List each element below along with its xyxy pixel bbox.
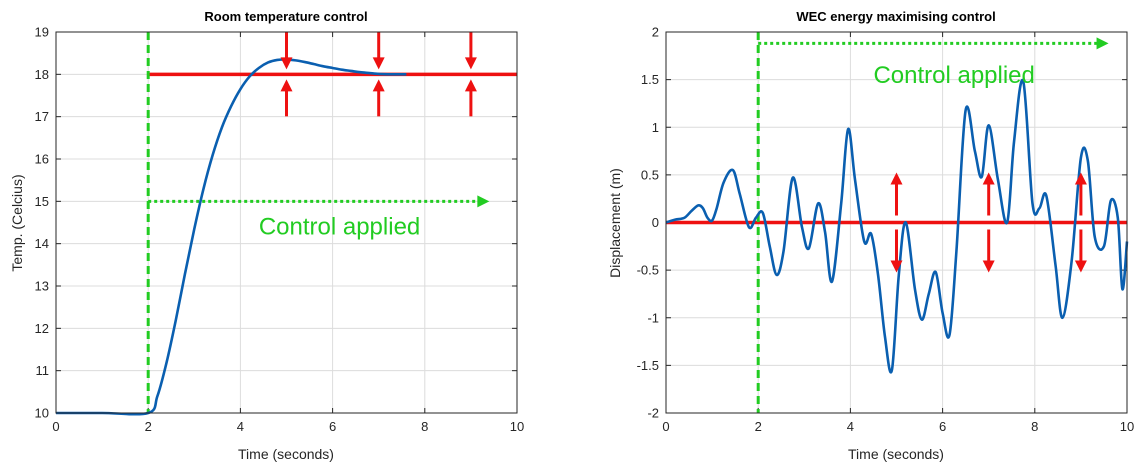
control-applied-arrow-head	[477, 195, 490, 208]
x-tick-label: 0	[52, 419, 59, 434]
red-arrow-head	[1074, 172, 1087, 185]
plot-frame	[665, 31, 1128, 414]
x-tick-label: 8	[1031, 419, 1038, 434]
red-arrow-head	[372, 79, 385, 92]
y-tick-label: 13	[35, 279, 49, 294]
red-arrow-head	[372, 57, 385, 70]
y-axis-label: Displacement (m)	[607, 168, 623, 278]
x-tick-label: 4	[847, 419, 854, 434]
red-arrow-head	[890, 260, 903, 273]
red-arrow-head	[982, 172, 995, 185]
red-arrow-head	[1074, 260, 1087, 273]
y-tick-label: 10	[35, 406, 49, 421]
series-line	[55, 58, 407, 416]
x-tick-label: 2	[145, 419, 152, 434]
y-tick-label: 2	[652, 25, 659, 40]
y-tick-label: 11	[36, 363, 50, 378]
x-axis-label: Time (seconds)	[238, 446, 334, 462]
red-arrow-head	[280, 57, 293, 70]
plot-frame	[55, 31, 518, 414]
x-tick-label: 6	[329, 419, 336, 434]
x-axis-label: Time (seconds)	[848, 446, 944, 462]
control-applied-label: Control applied	[259, 214, 420, 241]
x-tick-label: 2	[755, 419, 762, 434]
y-tick-label: 12	[35, 321, 49, 336]
y-tick-label: 19	[35, 25, 49, 40]
y-tick-label: -2	[647, 406, 659, 421]
y-tick-label: 15	[35, 194, 49, 209]
red-arrow-head	[280, 79, 293, 92]
x-tick-label: 6	[939, 419, 946, 434]
y-tick-label: 16	[35, 152, 49, 167]
red-arrow-head	[982, 260, 995, 273]
chart-title: Room temperature control	[204, 9, 367, 24]
y-tick-label: -1.5	[637, 358, 659, 373]
red-arrow-head	[890, 172, 903, 185]
chart-wec-displacement: WEC energy maximising control Time (seco…	[607, 9, 1134, 462]
x-tick-label: 10	[1120, 419, 1134, 434]
control-applied-arrow-head	[1096, 37, 1109, 50]
y-tick-label: 1	[652, 120, 659, 135]
y-tick-label: 18	[35, 67, 49, 82]
red-arrow-head	[464, 79, 477, 92]
y-tick-label: 0	[652, 215, 659, 230]
y-tick-label: 1.5	[641, 72, 659, 87]
chart-title: WEC energy maximising control	[796, 9, 995, 24]
control-applied-label: Control applied	[873, 62, 1034, 89]
y-tick-label: 17	[35, 109, 49, 124]
y-tick-label: -1	[647, 310, 659, 325]
y-tick-label: 0.5	[641, 167, 659, 182]
y-tick-label: -0.5	[637, 263, 659, 278]
x-tick-label: 4	[237, 419, 244, 434]
x-tick-label: 0	[662, 419, 669, 434]
y-axis-label: Temp. (Celcius)	[9, 174, 25, 271]
y-tick-label: 14	[35, 236, 49, 251]
x-tick-label: 8	[421, 419, 428, 434]
red-arrow-head	[464, 57, 477, 70]
x-tick-label: 10	[510, 419, 524, 434]
series-line	[665, 78, 1129, 374]
chart-room-temperature: Room temperature control Time (seconds) …	[9, 9, 524, 462]
